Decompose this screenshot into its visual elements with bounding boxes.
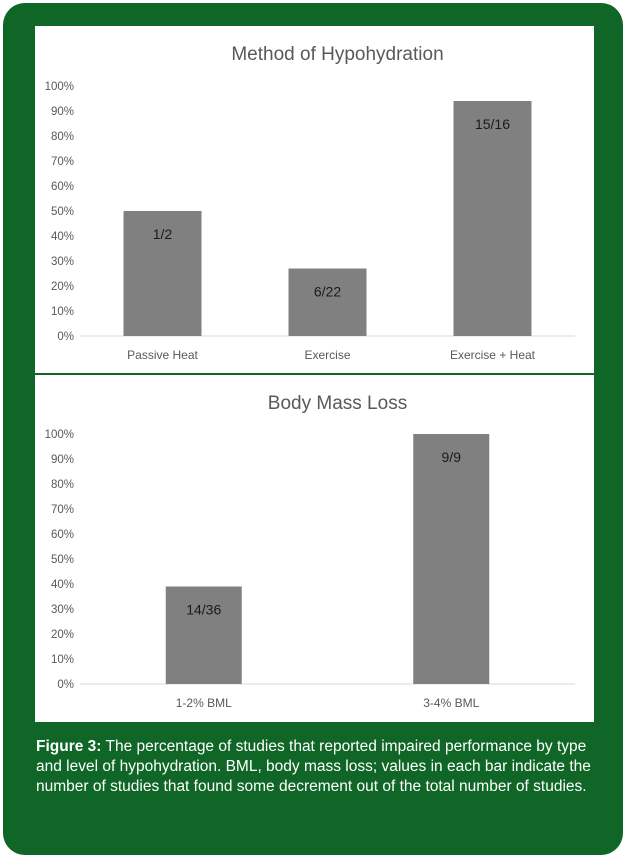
y-tick-label: 20% — [51, 629, 74, 641]
y-tick-label: 30% — [51, 604, 74, 616]
y-tick-label: 10% — [51, 654, 74, 666]
chart-title: Body Mass Loss — [268, 393, 407, 414]
x-category-label: Exercise — [304, 348, 350, 362]
y-tick-label: 90% — [51, 106, 74, 118]
x-category-label: 1-2% BML — [176, 696, 232, 710]
y-tick-label: 50% — [51, 554, 74, 566]
bar-chart-hypohydration-method: Method of Hypohydration 0% 10% 20% 30% 40% 50%… — [45, 44, 575, 362]
bar — [165, 586, 242, 684]
y-tick-label: 0% — [57, 679, 74, 691]
y-tick-label: 0% — [57, 331, 74, 343]
bar-data-label: 1/2 — [153, 226, 173, 242]
bar — [123, 211, 202, 336]
x-category-label: 3-4% BML — [423, 696, 479, 710]
chart-panel-hypohydration-method: Method of Hypohydration 0% 10% 20% 30% 40% 50%… — [35, 26, 594, 373]
y-tick-label: 70% — [51, 504, 74, 516]
y-tick-label: 60% — [51, 529, 74, 541]
y-tick-label: 100% — [45, 429, 74, 441]
y-tick-label: 90% — [51, 454, 74, 466]
y-tick-label: 80% — [51, 479, 74, 491]
y-tick-label: 100% — [45, 81, 74, 93]
bar — [413, 434, 490, 684]
x-category-label: Exercise + Heat — [450, 348, 536, 362]
y-tick-label: 40% — [51, 579, 74, 591]
chart-panel-body-mass-loss: Body Mass Loss 0% 10% 20% 30% 40% 50% 60% 70% 80%… — [35, 375, 594, 722]
caption-text: The percentage of studies that reported … — [36, 738, 591, 795]
y-tick-label: 80% — [51, 131, 74, 143]
bar-data-label: 9/9 — [442, 449, 462, 465]
y-tick-label: 40% — [51, 231, 74, 243]
chart-title: Method of Hypohydration — [231, 44, 443, 65]
bar-data-label: 6/22 — [314, 284, 341, 300]
y-tick-label: 70% — [51, 156, 74, 168]
x-category-label: Passive Heat — [127, 348, 198, 362]
bar-chart-body-mass-loss: Body Mass Loss 0% 10% 20% 30% 40% 50% 60% 70% 80%… — [45, 393, 575, 710]
y-tick-label: 20% — [51, 281, 74, 293]
y-tick-label: 60% — [51, 181, 74, 193]
bar — [288, 268, 367, 336]
y-tick-label: 50% — [51, 206, 74, 218]
bar — [453, 101, 532, 336]
y-tick-label: 30% — [51, 256, 74, 268]
caption-label: Figure 3: — [36, 738, 102, 755]
bar-data-label: 15/16 — [475, 116, 510, 132]
figure-caption: Figure 3: The percentage of studies that… — [36, 737, 596, 797]
y-tick-label: 10% — [51, 306, 74, 318]
bar-data-label: 14/36 — [186, 602, 221, 618]
